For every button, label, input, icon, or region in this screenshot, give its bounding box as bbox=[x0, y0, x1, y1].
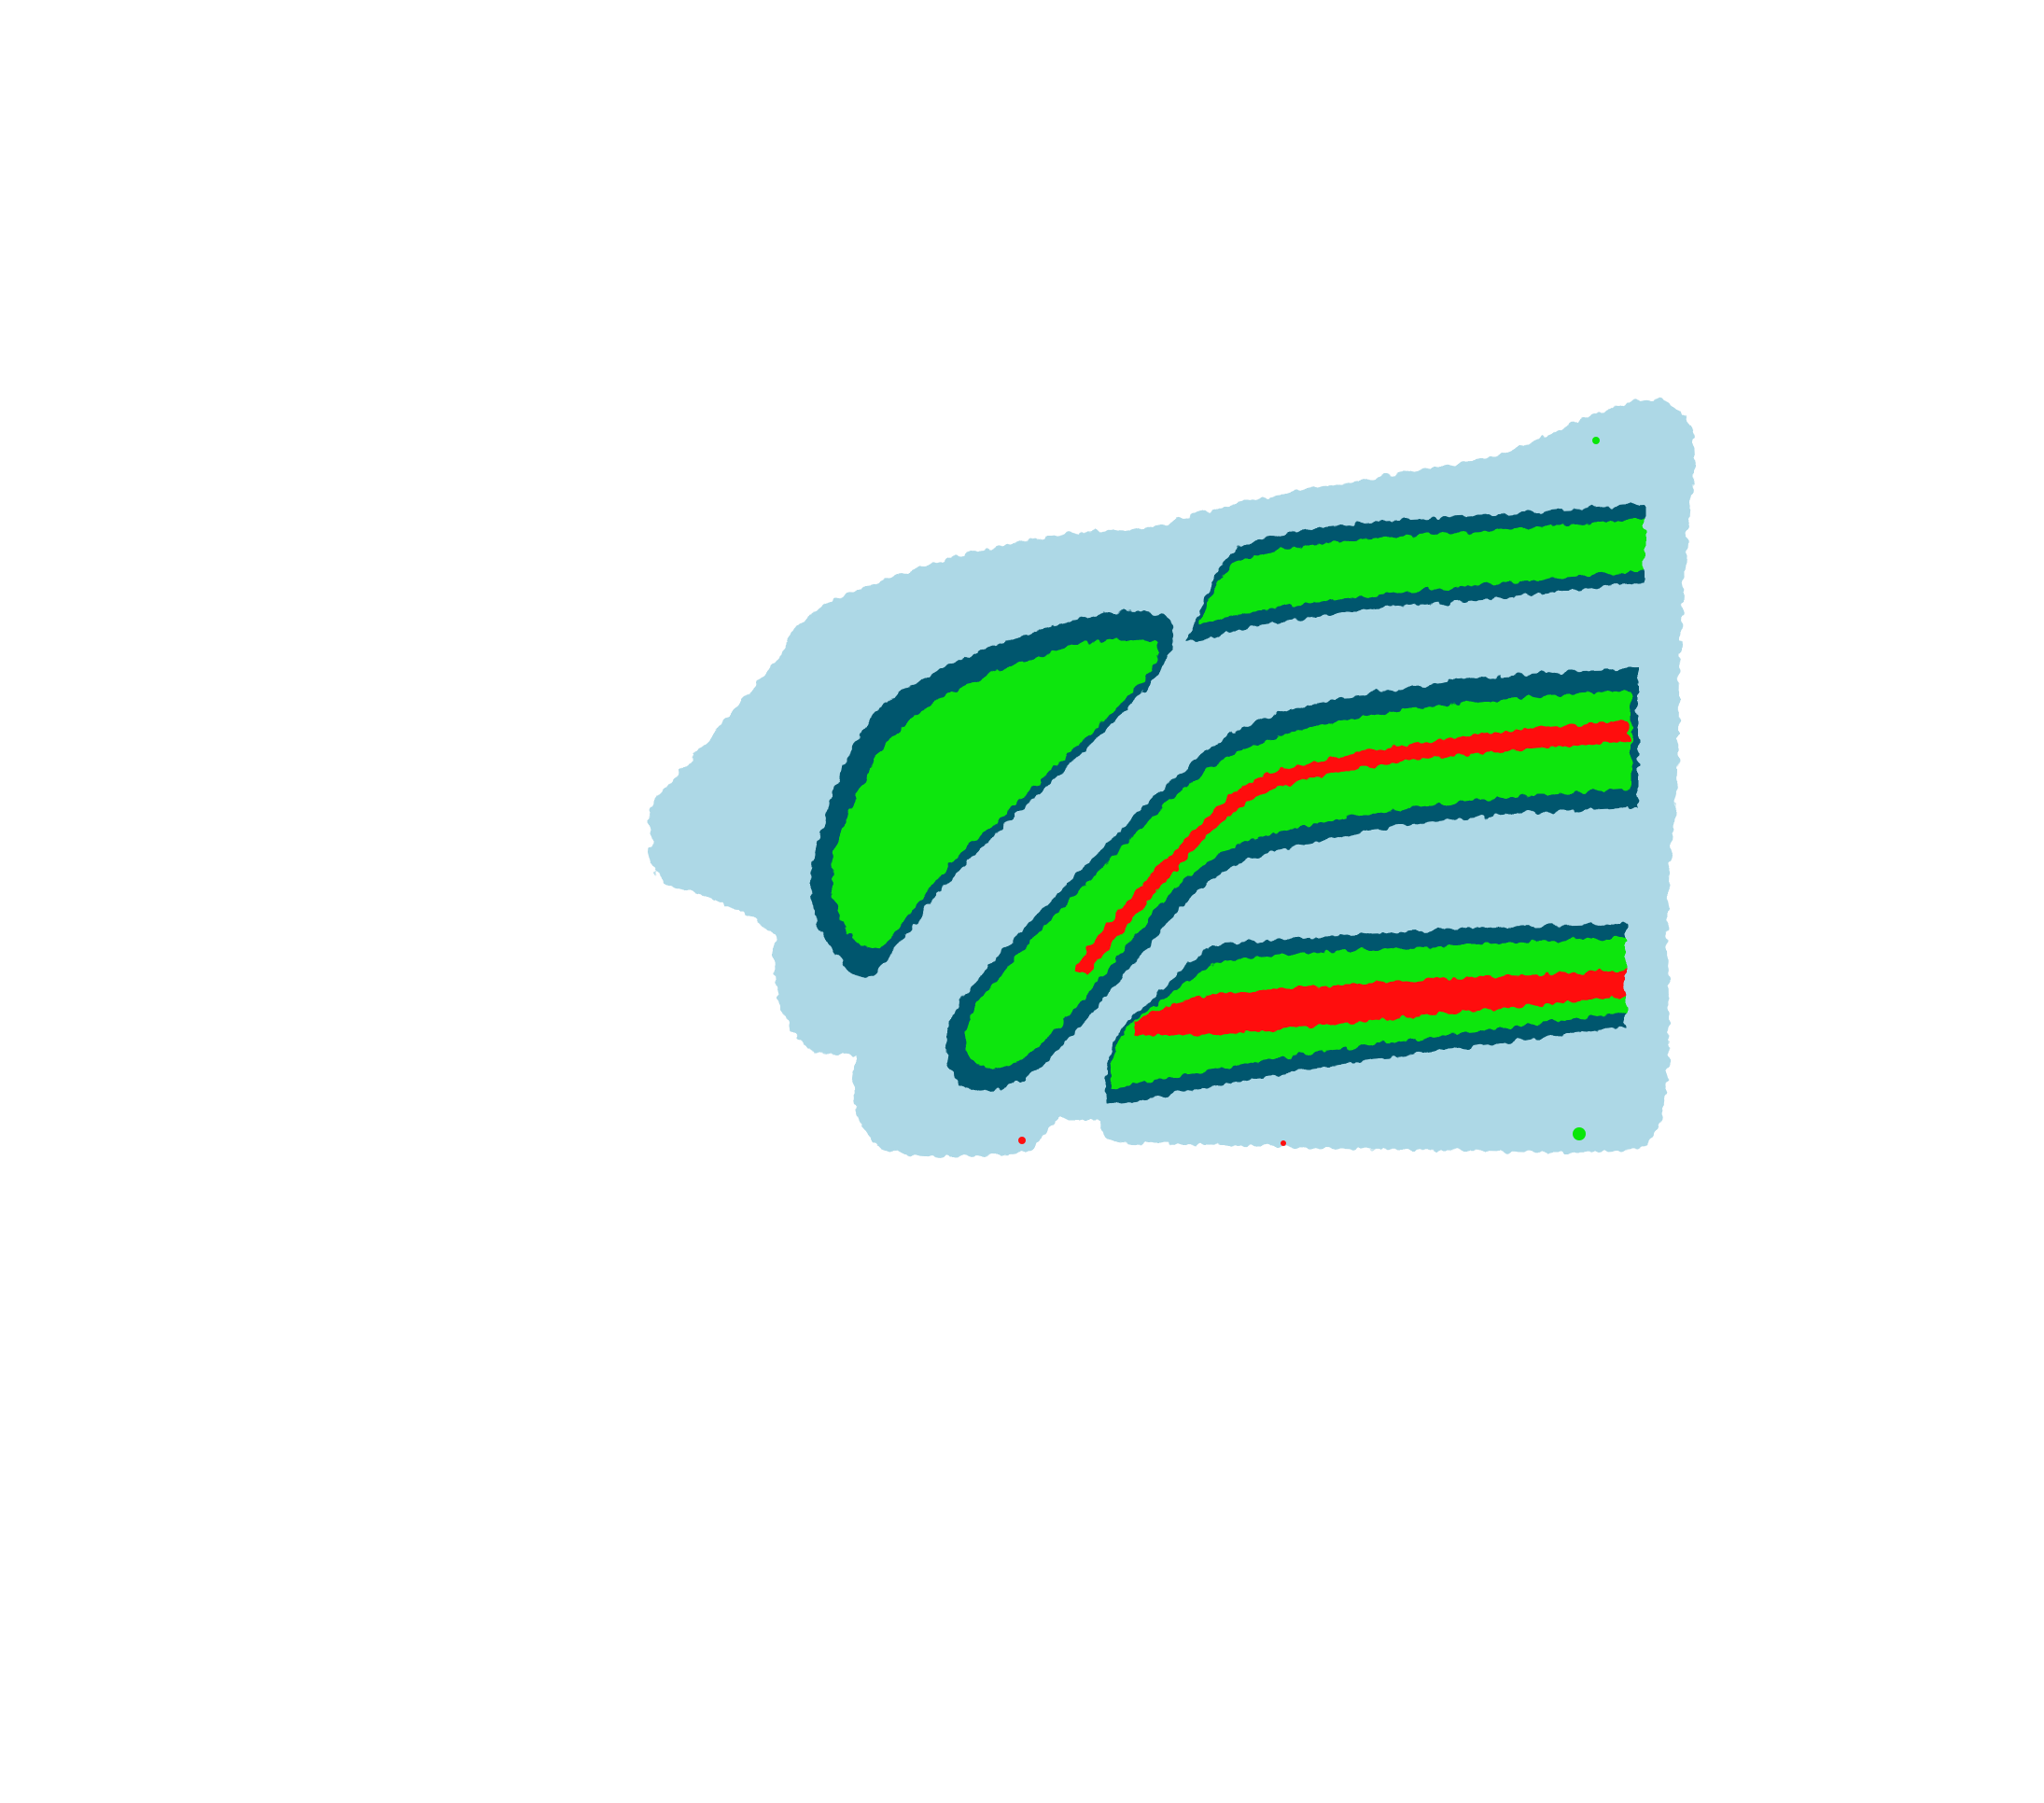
speck bbox=[1018, 1137, 1026, 1144]
speck bbox=[1281, 1140, 1286, 1146]
middle-band-interior bbox=[965, 691, 1631, 1069]
speck bbox=[1573, 1127, 1586, 1140]
middle-band-core bbox=[1073, 721, 1629, 975]
lobe-interior bbox=[832, 638, 1158, 949]
speck bbox=[1592, 437, 1600, 444]
lower-band-core bbox=[1134, 971, 1626, 1036]
top-strip-interior bbox=[1199, 519, 1645, 624]
